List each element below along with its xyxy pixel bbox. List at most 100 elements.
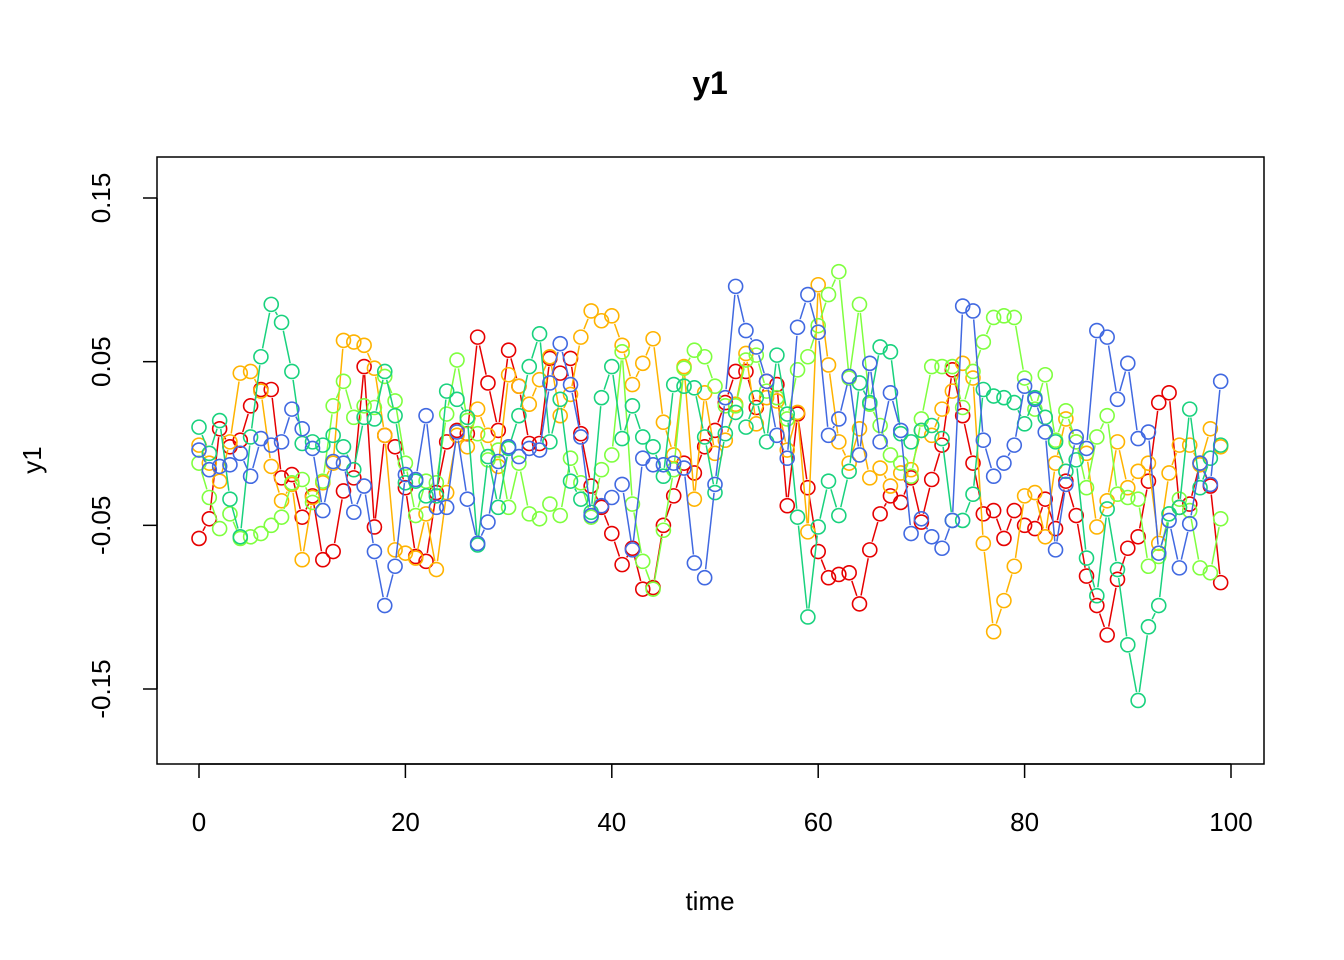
data-point: [696, 348, 713, 365]
series-segment: [665, 430, 672, 448]
data-point: [345, 409, 362, 426]
series-segment: [757, 363, 765, 384]
data-point: [1099, 501, 1115, 517]
data-point: [1058, 411, 1074, 427]
data-point: [511, 378, 527, 395]
data-point: [469, 329, 486, 345]
series-segment: [995, 608, 1002, 624]
series-segment: [736, 294, 745, 323]
data-point: [490, 499, 507, 516]
data-point: [511, 455, 527, 471]
series-segment: [200, 471, 208, 490]
series-segment: [984, 448, 993, 469]
series-segment: [621, 360, 633, 496]
data-point: [1016, 416, 1033, 432]
series-segment: [1107, 450, 1117, 493]
data-point: [1089, 597, 1105, 614]
data-point: [676, 460, 692, 476]
data-point: [1202, 564, 1219, 581]
series-segment: [613, 323, 621, 338]
series-segment: [1107, 424, 1118, 486]
data-point: [748, 389, 765, 406]
data-point: [1171, 499, 1188, 516]
series-segment: [1014, 325, 1024, 370]
data-point: [603, 447, 620, 463]
series-segment: [395, 409, 405, 455]
data-point: [366, 360, 383, 377]
data-point: [634, 429, 651, 445]
data-point: [366, 543, 383, 560]
series-segment: [613, 541, 621, 557]
data-point: [872, 417, 888, 434]
series-segment: [818, 340, 829, 427]
series-segment: [942, 378, 952, 437]
data-point: [655, 456, 672, 473]
data-point: [655, 414, 672, 431]
data-point: [1099, 329, 1115, 345]
data-point: [965, 370, 981, 386]
data-point: [748, 347, 765, 363]
series-segment: [436, 399, 447, 488]
data-point: [603, 489, 620, 506]
series-segment: [261, 312, 271, 349]
data-point: [511, 407, 527, 424]
data-point: [892, 494, 909, 511]
data-point: [934, 540, 950, 557]
data-point: [810, 317, 827, 334]
data-point: [211, 473, 228, 489]
series-segment: [944, 528, 951, 541]
data-point: [686, 465, 703, 481]
series-segment: [862, 390, 867, 396]
data-point: [1150, 394, 1167, 411]
series-segment: [375, 559, 384, 598]
series-segment: [488, 464, 498, 500]
series-segment: [728, 419, 733, 427]
data-point: [624, 398, 641, 414]
data-point: [996, 455, 1012, 471]
series-segment: [457, 440, 467, 491]
data-point: [242, 528, 259, 545]
data-point: [304, 494, 321, 511]
series-segment: [447, 440, 457, 500]
data-point: [1109, 391, 1126, 408]
data-point: [717, 432, 734, 449]
data-point: [872, 339, 888, 355]
data-point: [676, 378, 692, 395]
series-segment: [489, 391, 498, 423]
data-point: [779, 442, 796, 458]
data-point: [810, 324, 827, 341]
series-segment: [849, 391, 860, 463]
data-point: [1212, 510, 1229, 527]
data-point: [1202, 476, 1219, 493]
series-segment: [623, 413, 631, 431]
data-point: [273, 492, 290, 509]
data-point: [985, 309, 1002, 326]
data-point: [376, 597, 393, 614]
data-point: [315, 502, 331, 519]
series-segment: [333, 499, 343, 544]
series-segment: [374, 443, 385, 519]
plot-frame: [156, 156, 1265, 765]
series-segment: [384, 443, 396, 542]
series-segment: [295, 416, 299, 422]
series-segment: [757, 405, 766, 434]
series-segment: [498, 383, 509, 459]
data-point: [1202, 420, 1219, 437]
series-segment: [933, 453, 941, 472]
data-point: [356, 358, 372, 375]
data-point: [665, 376, 682, 393]
data-point: [1140, 473, 1157, 489]
series-layer: [191, 263, 1229, 709]
series-segment: [1005, 574, 1013, 593]
series-segment: [460, 406, 464, 411]
data-point: [1109, 571, 1126, 588]
series-segment: [603, 514, 610, 526]
data-point: [717, 389, 734, 406]
data-point: [1192, 455, 1208, 471]
series-segment: [922, 487, 931, 514]
series-segment: [788, 420, 797, 443]
series-segment: [1201, 436, 1209, 457]
series-segment: [211, 505, 218, 521]
data-point: [800, 524, 816, 540]
data-point: [428, 499, 445, 516]
